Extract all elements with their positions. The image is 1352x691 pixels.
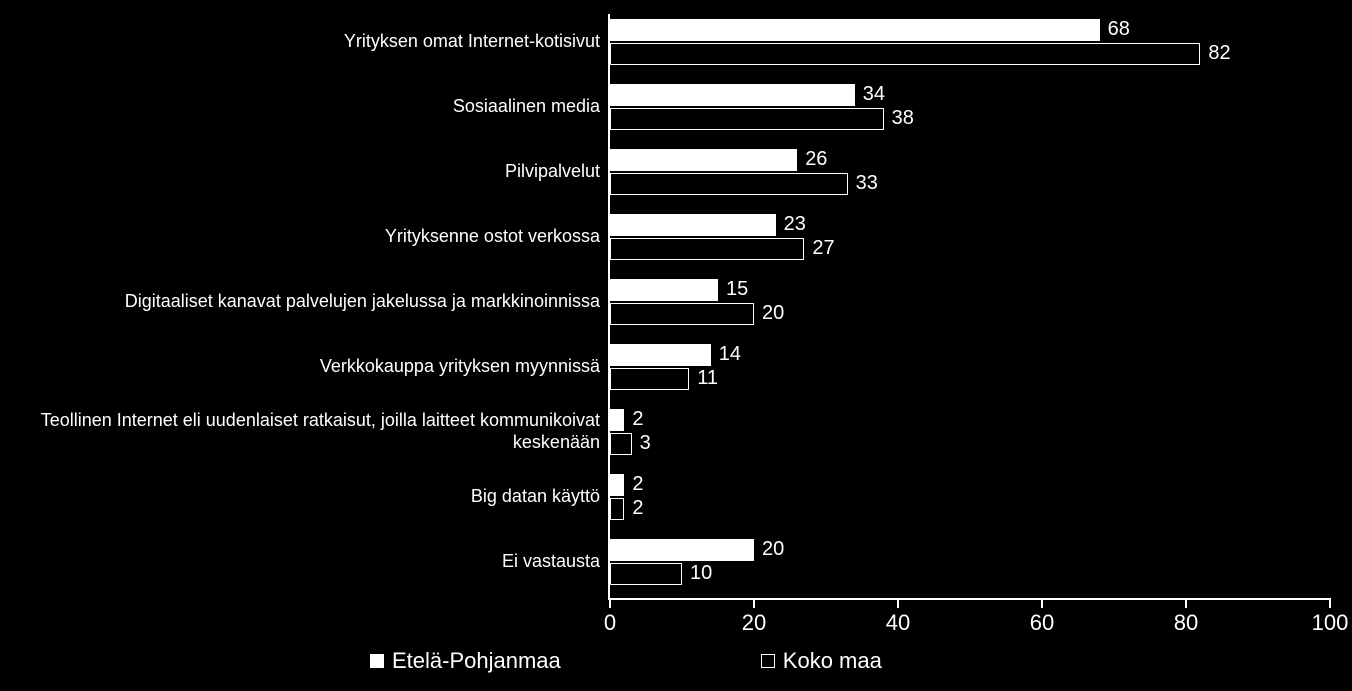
- bar-value: 27: [812, 237, 834, 260]
- bar-value: 2: [632, 497, 643, 520]
- category-label: Teollinen Internet eli uudenlaiset ratka…: [20, 410, 600, 453]
- bar-koko: [610, 433, 632, 455]
- plot-area: 68823438263323271520141123222010: [610, 14, 1330, 599]
- bar-value: 82: [1208, 42, 1230, 65]
- x-tick: [1329, 598, 1331, 608]
- bar-koko: [610, 498, 624, 520]
- legend-label: Etelä-Pohjanmaa: [392, 648, 561, 674]
- x-tick-label: 80: [1174, 610, 1198, 636]
- bar-etela: [610, 409, 624, 431]
- bar-koko: [610, 563, 682, 585]
- bar-etela: [610, 279, 718, 301]
- category-label: Verkkokauppa yrityksen myynnissä: [20, 356, 600, 378]
- x-tick-label: 60: [1030, 610, 1054, 636]
- bar-value: 38: [892, 107, 914, 130]
- bar-value: 14: [719, 343, 741, 366]
- bar-etela: [610, 149, 797, 171]
- bar-value: 3: [640, 432, 651, 455]
- legend-label: Koko maa: [783, 648, 882, 674]
- legend-item-koko: Koko maa: [761, 648, 882, 674]
- x-tick: [1041, 598, 1043, 608]
- bar-value: 10: [690, 562, 712, 585]
- bar-etela: [610, 344, 711, 366]
- x-tick: [753, 598, 755, 608]
- bar-koko: [610, 368, 689, 390]
- category-label: Digitaaliset kanavat palvelujen jakeluss…: [20, 291, 600, 313]
- bar-koko: [610, 303, 754, 325]
- bar-etela: [610, 474, 624, 496]
- category-label: Yrityksenne ostot verkossa: [20, 226, 600, 248]
- bar-koko: [610, 173, 848, 195]
- x-tick-label: 20: [742, 610, 766, 636]
- bar-value: 23: [784, 213, 806, 236]
- bar-value: 15: [726, 278, 748, 301]
- x-tick-label: 100: [1312, 610, 1349, 636]
- bar-etela: [610, 84, 855, 106]
- legend-item-etela: Etelä-Pohjanmaa: [370, 648, 561, 674]
- x-tick: [1185, 598, 1187, 608]
- category-label: Ei vastausta: [20, 551, 600, 573]
- bar-value: 20: [762, 538, 784, 561]
- x-tick: [609, 598, 611, 608]
- category-label: Big datan käyttö: [20, 486, 600, 508]
- legend-swatch-icon: [761, 654, 775, 668]
- category-label: Pilvipalvelut: [20, 161, 600, 183]
- bar-value: 26: [805, 148, 827, 171]
- x-tick: [897, 598, 899, 608]
- category-label: Yrityksen omat Internet-kotisivut: [20, 31, 600, 53]
- x-tick-label: 40: [886, 610, 910, 636]
- bar-koko: [610, 43, 1200, 65]
- legend: Etelä-Pohjanmaa Koko maa: [370, 648, 882, 674]
- bar-etela: [610, 214, 776, 236]
- bar-value: 20: [762, 302, 784, 325]
- x-tick-label: 0: [604, 610, 616, 636]
- bar-etela: [610, 19, 1100, 41]
- bar-value: 68: [1108, 18, 1130, 41]
- bar-value: 34: [863, 83, 885, 106]
- legend-swatch-icon: [370, 654, 384, 668]
- bar-value: 33: [856, 172, 878, 195]
- bar-koko: [610, 238, 804, 260]
- bar-value: 2: [632, 473, 643, 496]
- bar-value: 11: [697, 367, 718, 390]
- bar-etela: [610, 539, 754, 561]
- bar-chart: 68823438263323271520141123222010 Yrityks…: [0, 10, 1352, 691]
- bar-value: 2: [632, 408, 643, 431]
- category-label: Sosiaalinen media: [20, 96, 600, 118]
- bar-koko: [610, 108, 884, 130]
